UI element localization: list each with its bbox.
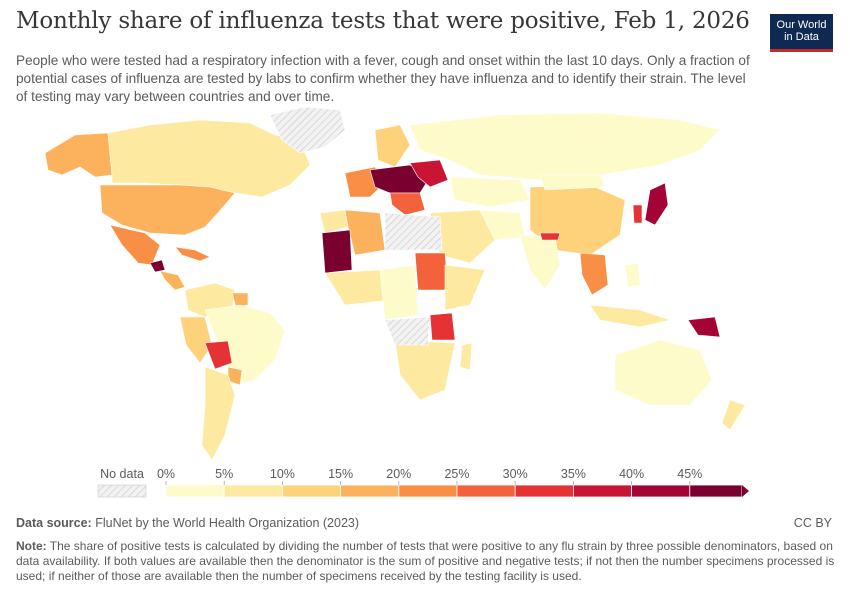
logo-line-2: in Data	[784, 31, 819, 43]
footer-note: Note: The share of positive tests is cal…	[16, 539, 836, 584]
map-japan[interactable]	[644, 182, 669, 226]
map-caribbean[interactable]	[174, 246, 211, 262]
map-philippines[interactable]	[624, 262, 641, 288]
logo-line-1: Our World	[776, 19, 827, 31]
data-source-text: FluNet by the World Health Organization …	[95, 516, 360, 530]
legend-tick-label-7: 35%	[561, 467, 586, 481]
owid-logo[interactable]: Our World in Data	[770, 14, 833, 52]
chart-title: Monthly share of influenza tests that we…	[16, 8, 750, 34]
map-usa[interactable]	[99, 184, 236, 236]
legend-tick-label-1: 5%	[215, 467, 233, 481]
map-libya-egypt[interactable]	[384, 212, 443, 251]
legend-tick-label-9: 45%	[677, 467, 702, 481]
map-algeria[interactable]	[344, 209, 386, 256]
map-greenland[interactable]	[269, 106, 346, 154]
map-canada[interactable]	[107, 119, 311, 198]
legend-bin-5	[456, 484, 516, 498]
map-india[interactable]	[519, 234, 561, 291]
map-korea[interactable]	[632, 204, 643, 224]
legend-no-data-label: No data	[100, 467, 144, 481]
map-sudan[interactable]	[414, 252, 449, 291]
data-source-label: Data source:	[16, 516, 92, 530]
legend-arrow	[742, 485, 749, 497]
map-central-america[interactable]	[159, 270, 186, 291]
map-guatemala[interactable]	[149, 259, 166, 273]
map-southern-africa[interactable]	[394, 339, 456, 401]
note-label: Note:	[16, 539, 47, 553]
map-madagascar[interactable]	[459, 342, 473, 371]
map-argentina-chile[interactable]	[201, 366, 236, 461]
map-peru[interactable]	[179, 316, 213, 364]
map-central-africa[interactable]	[379, 264, 419, 321]
legend-bin-1	[223, 484, 283, 498]
map-russia[interactable]	[409, 112, 721, 181]
map-eastern-europe[interactable]	[409, 159, 449, 188]
map-mongolia[interactable]	[539, 174, 606, 191]
map-tanzania[interactable]	[429, 312, 456, 341]
map-southeast-asia[interactable]	[579, 252, 609, 296]
map-morocco[interactable]	[319, 209, 349, 234]
map-mauritania[interactable]	[321, 229, 353, 274]
map-bolivia[interactable]	[204, 340, 233, 370]
legend-bin-4	[398, 484, 458, 498]
legend-no-data-swatch	[97, 484, 147, 498]
data-source: Data source: FluNet by the World Health …	[16, 516, 359, 530]
legend-bin-0	[165, 484, 225, 498]
legend-tick-label-4: 20%	[386, 467, 411, 481]
legend-bin-7	[573, 484, 633, 498]
legend-bin-9	[689, 484, 743, 498]
legend-bin-8	[631, 484, 691, 498]
legend-tick-label-5: 25%	[444, 467, 469, 481]
map-guiana[interactable]	[231, 292, 249, 308]
legend-tick-label-0: 0%	[157, 467, 175, 481]
legend-tick-label-3: 15%	[328, 467, 353, 481]
map-balkans[interactable]	[389, 192, 426, 216]
legend-tick-label-2: 10%	[270, 467, 295, 481]
map-east-africa[interactable]	[444, 264, 486, 311]
legend-bin-6	[514, 484, 574, 498]
map-alaska[interactable]	[44, 132, 113, 178]
chart-subtitle: People who were tested had a respiratory…	[16, 53, 750, 104]
legend-bin-2	[281, 484, 341, 498]
legend-tick-label-8: 40%	[619, 467, 644, 481]
map-nepal[interactable]	[539, 232, 561, 241]
license-link[interactable]: CC BY	[793, 516, 832, 530]
map-kazakhstan[interactable]	[449, 176, 531, 208]
map-australia[interactable]	[614, 339, 713, 406]
map-scandinavia[interactable]	[374, 124, 411, 168]
legend-bin-3	[340, 484, 400, 498]
legend-tick-label-6: 30%	[503, 467, 528, 481]
note-text: The share of positive tests is calculate…	[16, 539, 835, 583]
map-indonesia[interactable]	[589, 304, 672, 328]
world-map[interactable]	[0, 105, 850, 470]
map-png[interactable]	[687, 316, 721, 338]
map-angola[interactable]	[384, 316, 431, 346]
color-legend: No data 0% 5% 10% 15% 20% 25% 30% 35% 40% 45%	[97, 467, 749, 498]
map-new-zealand[interactable]	[721, 399, 746, 431]
